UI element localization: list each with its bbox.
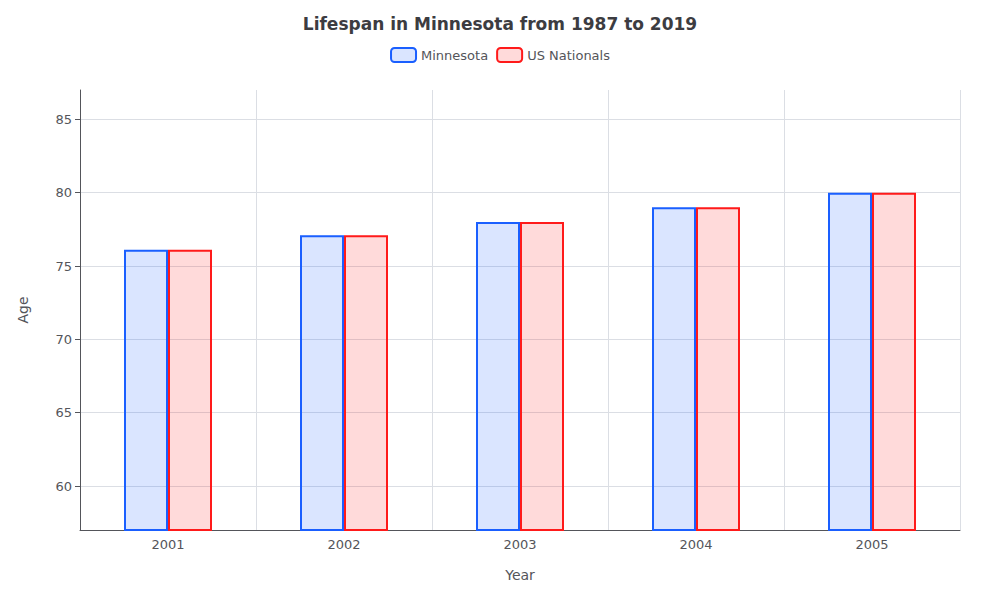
svg-text:85: 85 [55,112,72,127]
svg-text:2005: 2005 [855,537,888,552]
svg-text:2001: 2001 [151,537,184,552]
svg-text:Minnesota: Minnesota [421,48,488,63]
svg-text:2003: 2003 [503,537,536,552]
svg-text:65: 65 [55,405,72,420]
svg-text:US Nationals: US Nationals [527,48,610,63]
svg-text:60: 60 [55,479,72,494]
svg-text:2002: 2002 [327,537,360,552]
svg-text:80: 80 [55,185,72,200]
svg-text:Age: Age [15,296,31,323]
svg-text:70: 70 [55,332,72,347]
svg-text:Year: Year [504,567,535,583]
svg-text:Lifespan in Minnesota from 198: Lifespan in Minnesota from 1987 to 2019 [303,14,697,34]
svg-text:75: 75 [55,259,72,274]
svg-text:2004: 2004 [679,537,712,552]
